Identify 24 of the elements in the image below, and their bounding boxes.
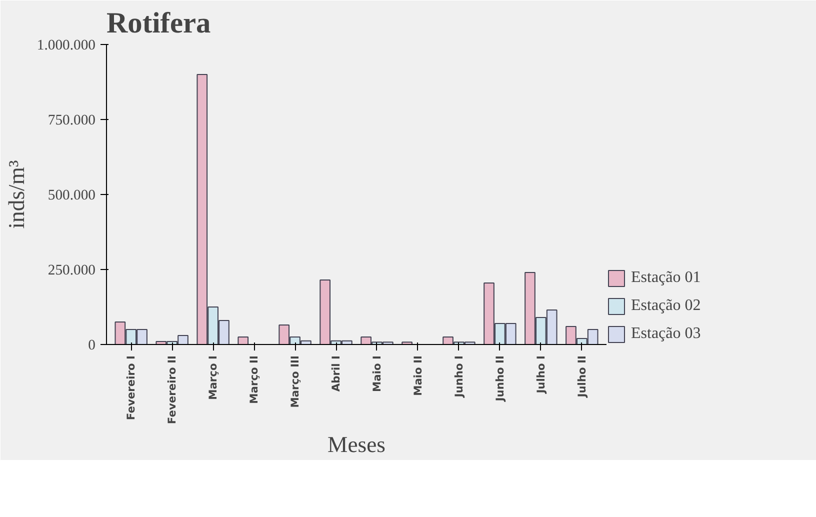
- x-tick-label: Fevereiro II: [166, 355, 179, 424]
- x-tick-label: Junho II: [493, 355, 506, 402]
- y-tick-label: 1.000.000: [36, 38, 96, 54]
- bar: [238, 336, 249, 344]
- x-tick-label: Março III: [288, 355, 302, 408]
- x-axis-title: Meses: [328, 432, 386, 458]
- y-tick-label: 0: [88, 338, 96, 354]
- x-tick-label: Maio II: [411, 355, 424, 396]
- chart-title: Rotifera: [106, 8, 212, 40]
- x-tick-label: Fevereiro I: [124, 355, 138, 420]
- x-tick-label: Julho I: [534, 355, 548, 394]
- x-tick-label: Abril I: [330, 355, 343, 392]
- x-tick-label: Julho II: [575, 355, 588, 398]
- x-tick-label: Junho I: [452, 355, 466, 398]
- legend-label: Estação 03: [631, 325, 701, 343]
- legend-label: Estação 02: [631, 297, 701, 315]
- legend-label: Estação 01: [631, 269, 701, 287]
- x-tick-label: Maio I: [370, 355, 384, 392]
- x-tick-label: Março I: [206, 355, 220, 400]
- y-tick-label: 250.000: [48, 262, 96, 278]
- x-tick-label: Março II: [248, 356, 261, 404]
- y-axis-title: inds/m³: [4, 160, 29, 229]
- y-tick-label: 750.000: [48, 112, 96, 128]
- y-tick-label: 500.000: [48, 188, 96, 204]
